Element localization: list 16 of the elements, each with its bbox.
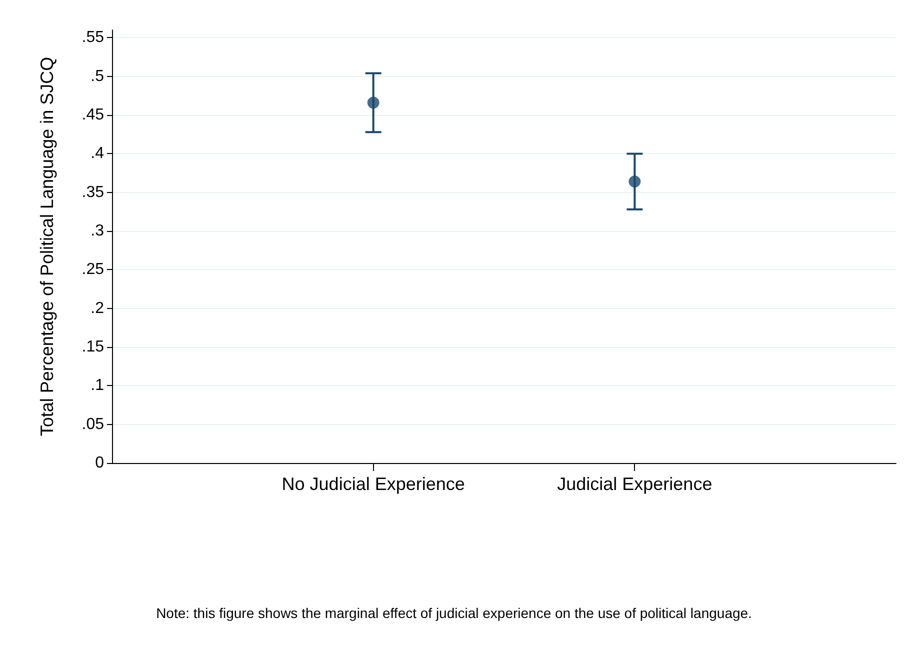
y-axis-title: Total Percentage of Political Language in SJCQ — [37, 56, 57, 436]
y-tick-label: .1 — [90, 377, 104, 394]
y-tick-label: .05 — [82, 416, 104, 433]
y-tick-label: .2 — [90, 300, 104, 317]
x-tick-label: Judicial Experience — [557, 474, 712, 494]
y-tick-label: .35 — [82, 184, 104, 201]
y-tick-label: .5 — [90, 68, 104, 85]
y-tick-label: .3 — [90, 222, 104, 240]
y-tick-label: .4 — [90, 145, 104, 162]
y-tick-label: .45 — [82, 106, 104, 124]
y-tick-label: .15 — [82, 338, 104, 356]
text: Note: this figure shows the marginal effect of judicial experience on the use of political language. — [156, 605, 752, 621]
y-tick-label: .55 — [82, 29, 104, 46]
y-tick-label: .25 — [82, 261, 104, 278]
y-tick-label: 0 — [95, 454, 104, 472]
x-tick-label: No Judicial Experience — [282, 474, 465, 494]
